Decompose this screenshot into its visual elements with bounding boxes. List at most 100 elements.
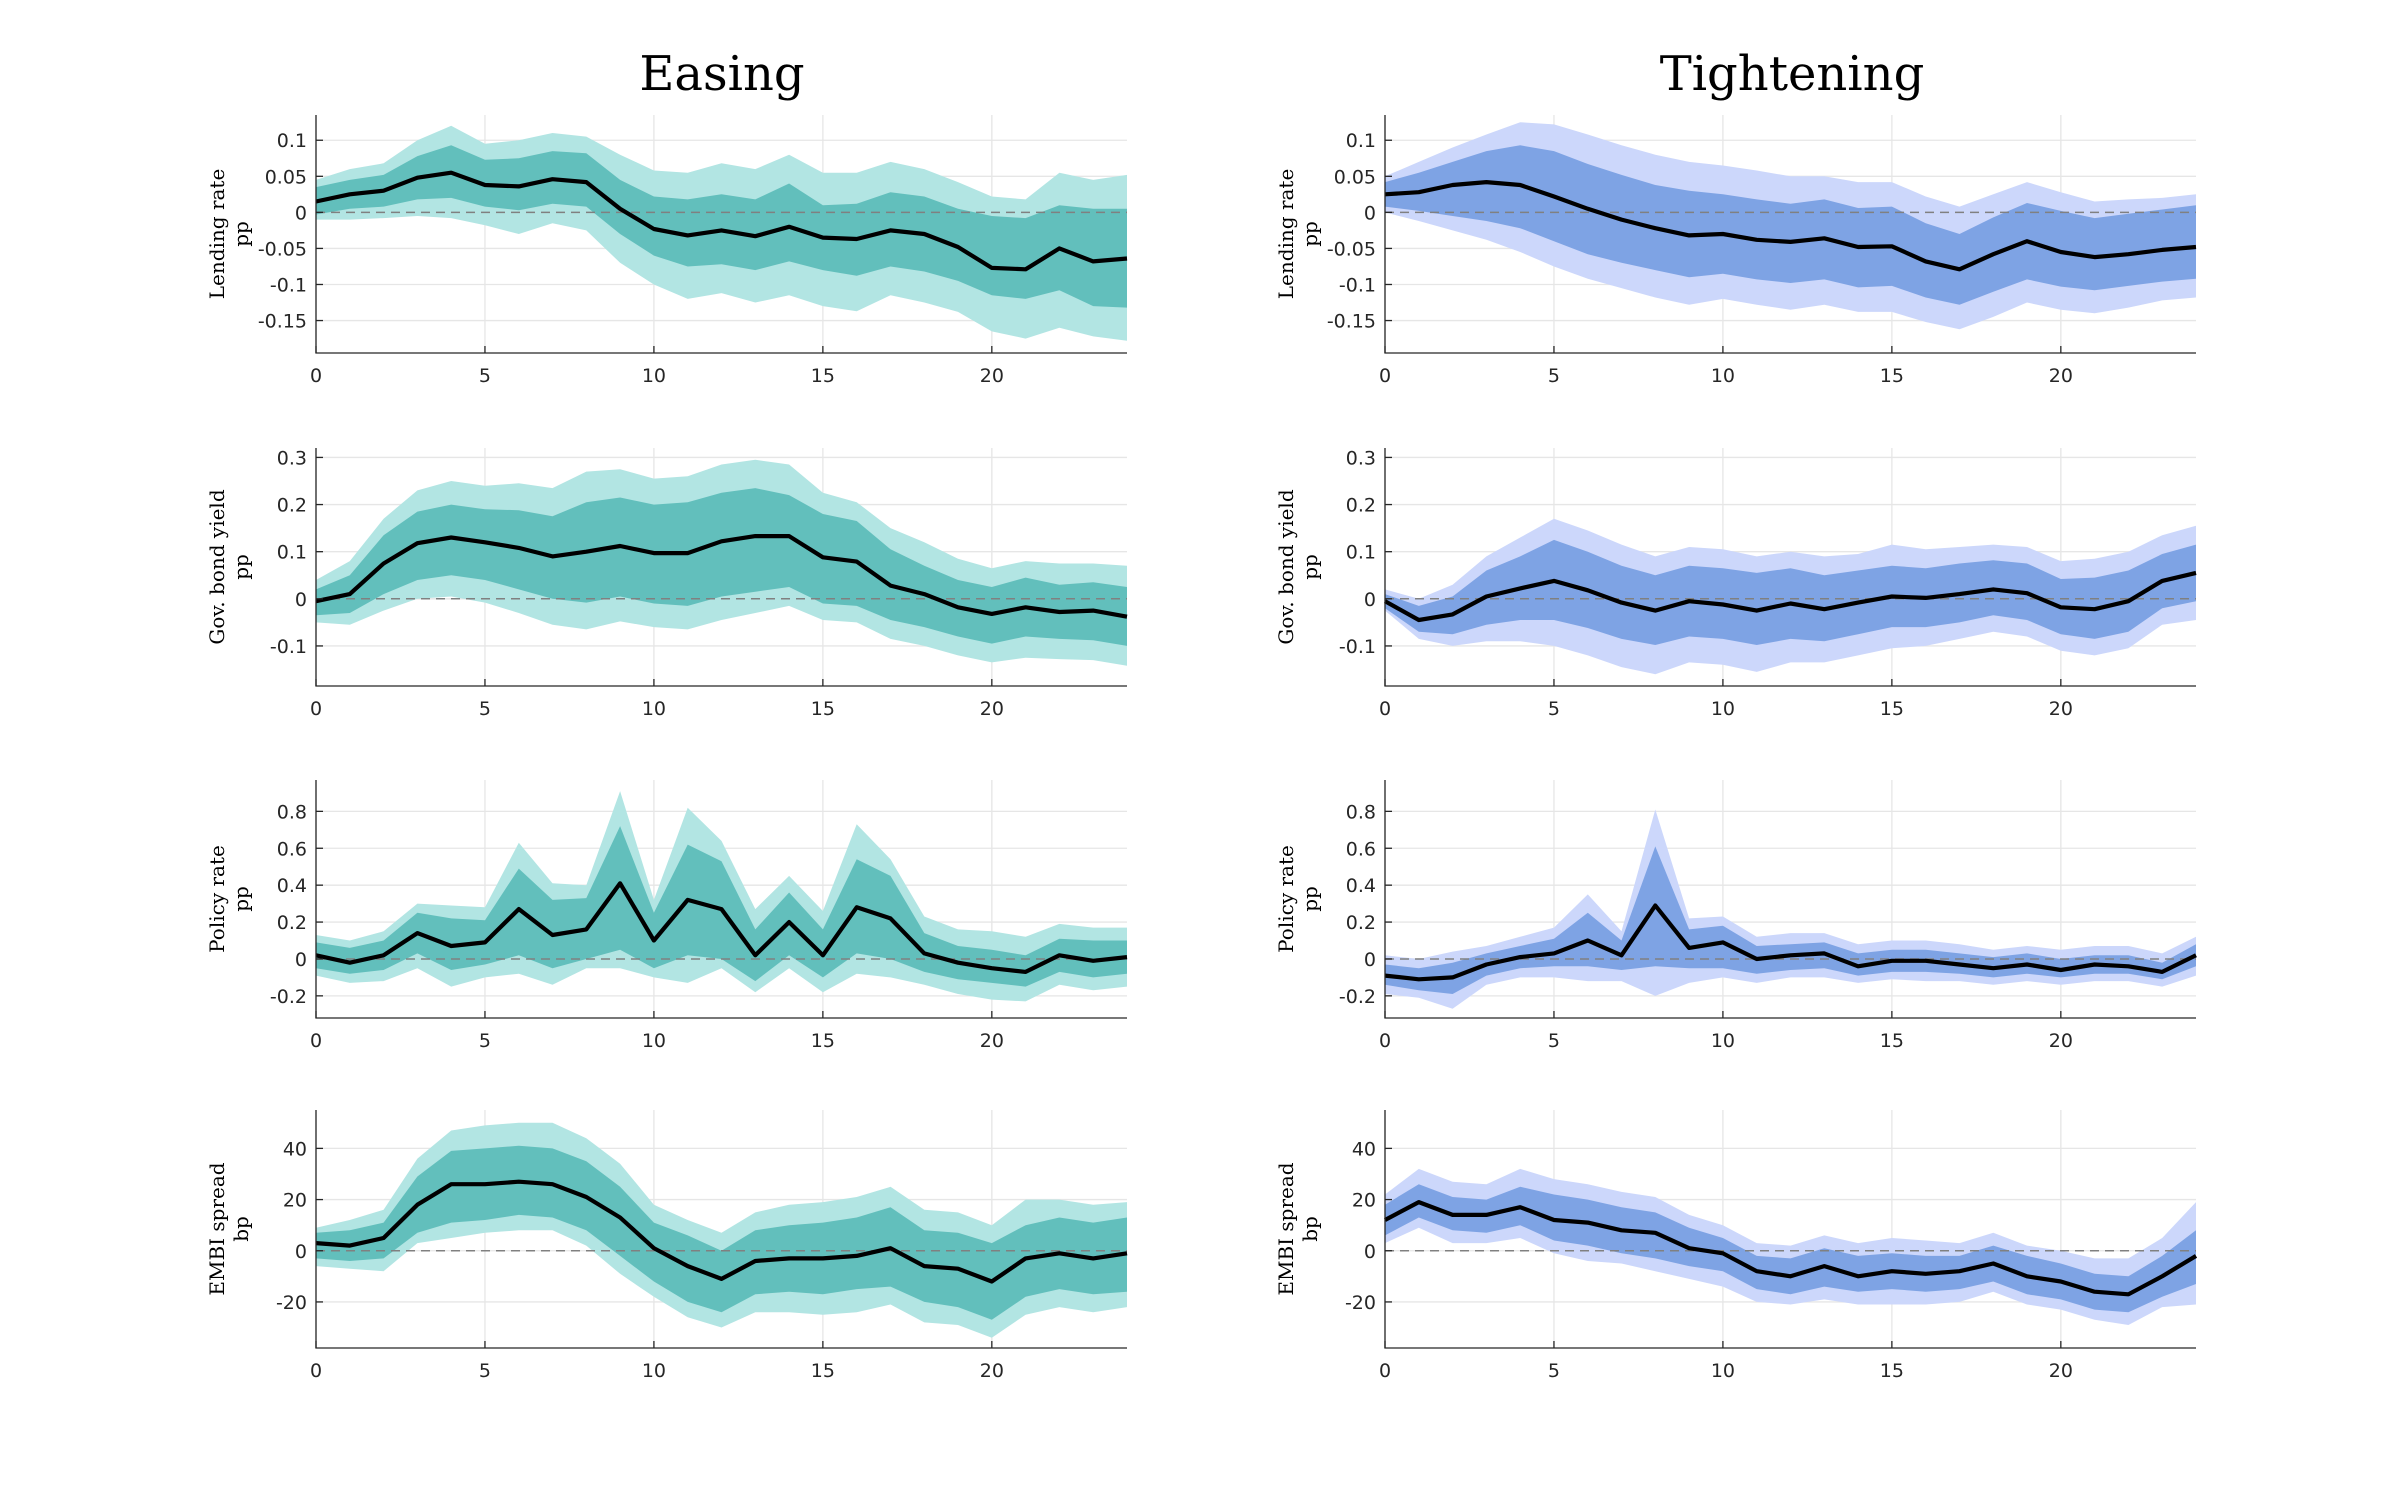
y-tick-label: -0.15: [1327, 311, 1376, 333]
column-title-easing: Easing: [639, 46, 804, 102]
x-tick-label: 20: [2049, 698, 2073, 720]
y-tick-label: 0.2: [277, 495, 307, 517]
panel-easing-bond: 0.3 0.2 0.1 0 -0.1 0 5 10 15 20 Gov. bond yieldpp: [205, 447, 1128, 720]
y-tick-label: 0.1: [1346, 130, 1376, 152]
y-tick-label: 0.05: [265, 166, 307, 188]
x-tick-label: 5: [1548, 1360, 1560, 1382]
y-tick-label: -0.1: [1339, 274, 1376, 296]
y-tick-label: -20: [1345, 1292, 1376, 1314]
y-axis-label-line: Policy rate: [205, 845, 229, 953]
y-axis-label-line: pp: [1298, 554, 1322, 580]
median-response-line: [1383, 570, 2197, 623]
y-tick-label: -0.05: [1327, 238, 1376, 260]
y-axis-label-line: Lending rate: [1274, 169, 1298, 300]
y-axis-label-line: EMBI spread: [1274, 1162, 1298, 1295]
y-axis-label-line: pp: [229, 886, 253, 912]
y-tick-label: -0.15: [258, 311, 307, 333]
inner-confidence-band: [316, 826, 1127, 987]
y-axis-label: Lending ratepp: [205, 169, 253, 300]
x-tick-label: 15: [811, 1030, 835, 1052]
y-tick-label: -0.2: [270, 986, 307, 1008]
y-tick-label: 0.2: [1346, 912, 1376, 934]
y-axis-label: Lending ratepp: [1274, 169, 1322, 300]
y-tick-label: -0.1: [270, 636, 307, 658]
y-tick-label: 0.6: [1346, 838, 1376, 860]
panel-easing-embi: 40 20 0 -20 0 5 10 15 20 EMBI spreadbp: [205, 1110, 1128, 1382]
y-axis-label-line: EMBI spread: [205, 1162, 229, 1295]
y-tick-label: 0.8: [277, 801, 307, 823]
y-tick-label: 0: [1364, 202, 1376, 224]
x-tick-label: 0: [310, 698, 322, 720]
outer-confidence-band: [1385, 809, 2196, 1009]
x-tick-label: 15: [1880, 365, 1904, 387]
y-tick-label: -0.1: [1339, 636, 1376, 658]
y-tick-label: 0.3: [1346, 447, 1376, 469]
x-tick-label: 20: [980, 1030, 1004, 1052]
y-axis-label-line: Gov. bond yield: [1274, 489, 1298, 644]
y-tick-label: 0.1: [1346, 542, 1376, 564]
y-tick-label: 0: [295, 202, 307, 224]
x-tick-label: 0: [310, 1360, 322, 1382]
y-tick-label: -20: [276, 1292, 307, 1314]
x-tick-label: 20: [2049, 365, 2073, 387]
y-tick-label: -0.05: [258, 238, 307, 260]
column-title-tightening: Tightening: [1660, 46, 1925, 102]
x-tick-label: 0: [310, 365, 322, 387]
x-tick-label: 5: [479, 365, 491, 387]
x-tick-label: 5: [1548, 365, 1560, 387]
x-tick-label: 5: [1548, 698, 1560, 720]
panel-easing-lending: 0.1 0.05 0 -0.05 -0.1 -0.15 0 5 10 15 20 Lending ra…: [205, 115, 1128, 387]
y-tick-label: -0.1: [270, 274, 307, 296]
x-tick-label: 0: [1379, 1030, 1391, 1052]
inner-confidence-band: [316, 488, 1127, 646]
x-tick-label: 10: [1711, 1030, 1735, 1052]
median-response-line: [1384, 903, 2197, 982]
y-tick-label: 0: [295, 949, 307, 971]
x-tick-label: 5: [479, 1360, 491, 1382]
y-axis-label: Policy ratepp: [1274, 845, 1322, 953]
inner-confidence-band: [1385, 145, 2196, 305]
median-response-line: [315, 1179, 1128, 1284]
y-tick-label: 20: [1352, 1190, 1376, 1212]
panel-tightening-lending: 0.1 0.05 0 -0.05 -0.1 -0.15 0 5 10 15 20 Lending ra…: [1274, 115, 2197, 387]
y-axis-label-line: Lending rate: [205, 169, 229, 300]
inner-confidence-band: [1385, 539, 2196, 645]
y-tick-label: 0: [1364, 949, 1376, 971]
x-tick-label: 10: [1711, 1360, 1735, 1382]
panel-tightening-embi: 40 20 0 -20 0 5 10 15 20 EMBI spreadbp: [1274, 1110, 2198, 1382]
y-axis-label-line: Policy rate: [1274, 845, 1298, 953]
median-response-line: [315, 533, 1128, 619]
median-response-line: [1384, 180, 2197, 272]
y-axis-label-line: pp: [1298, 221, 1322, 247]
x-tick-label: 15: [1880, 1030, 1904, 1052]
x-tick-label: 10: [642, 1030, 666, 1052]
y-tick-label: 0.6: [277, 838, 307, 860]
x-tick-label: 10: [642, 1360, 666, 1382]
x-tick-label: 5: [1548, 1030, 1560, 1052]
x-tick-label: 0: [1379, 365, 1391, 387]
y-tick-label: 0.8: [1346, 801, 1376, 823]
y-axis-label: Gov. bond yieldpp: [205, 489, 253, 644]
y-tick-label: 0.4: [277, 875, 307, 897]
y-tick-label: 0: [1364, 1241, 1376, 1263]
inner-confidence-band: [1385, 846, 2196, 994]
inner-confidence-band: [1385, 1184, 2196, 1313]
y-tick-label: 40: [1352, 1138, 1376, 1160]
x-tick-label: 10: [642, 365, 666, 387]
x-tick-label: 15: [811, 365, 835, 387]
inner-confidence-band: [316, 1145, 1127, 1320]
x-tick-label: 15: [811, 698, 835, 720]
x-tick-label: 5: [479, 1030, 491, 1052]
x-tick-label: 20: [980, 365, 1004, 387]
x-tick-label: 20: [980, 1360, 1004, 1382]
median-response-line: [315, 881, 1128, 975]
x-tick-label: 20: [2049, 1360, 2073, 1382]
y-tick-label: 40: [283, 1138, 307, 1160]
x-tick-label: 10: [1711, 698, 1735, 720]
y-tick-label: 0: [1364, 589, 1376, 611]
y-tick-label: 0.2: [1346, 495, 1376, 517]
